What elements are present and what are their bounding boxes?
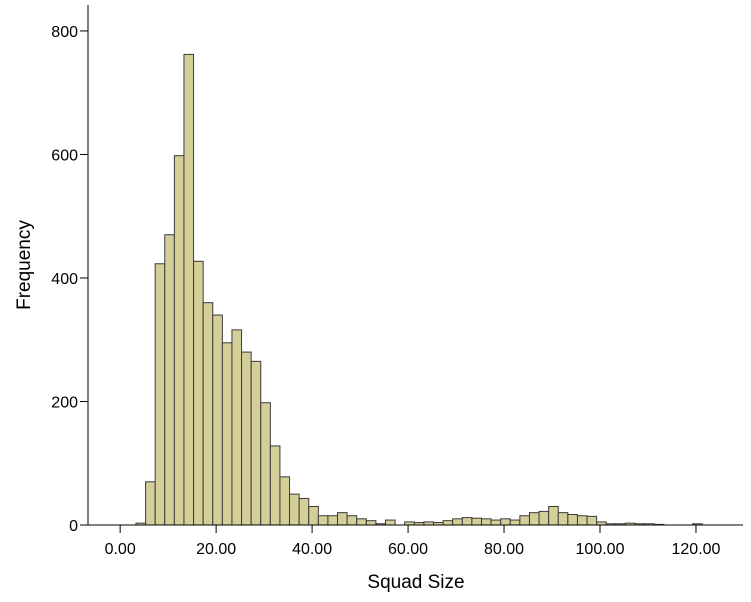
bar xyxy=(269,445,281,526)
x-tick-label: 60.00 xyxy=(388,541,428,558)
bar xyxy=(317,515,329,526)
bar xyxy=(557,512,569,526)
x-tick-label: 120.00 xyxy=(672,541,721,558)
bar xyxy=(365,520,377,526)
bar xyxy=(202,302,214,526)
x-tick-label: 80.00 xyxy=(484,541,524,558)
y-tick-label: 600 xyxy=(51,147,78,164)
bar xyxy=(461,517,473,526)
bar xyxy=(327,515,339,526)
bar xyxy=(154,263,166,526)
x-tick-label: 40.00 xyxy=(292,541,332,558)
bar xyxy=(452,518,463,526)
bar xyxy=(538,510,550,526)
bar xyxy=(567,514,578,526)
bar xyxy=(183,53,195,526)
bar xyxy=(356,518,367,526)
bar xyxy=(250,360,262,526)
bar xyxy=(346,515,358,526)
bar xyxy=(260,402,271,526)
x-axis-title: Squad Size xyxy=(367,572,464,593)
x-tick-label: 100.00 xyxy=(576,541,625,558)
bar xyxy=(500,518,511,526)
bar xyxy=(528,512,540,526)
bar xyxy=(145,481,156,526)
bar xyxy=(298,497,310,526)
bar xyxy=(490,519,502,526)
y-tick-label: 0 xyxy=(69,518,78,535)
bar xyxy=(241,351,252,526)
bar xyxy=(519,515,530,526)
bar xyxy=(212,314,223,526)
y-tick-label: 800 xyxy=(51,24,78,41)
bar xyxy=(480,518,492,526)
bar xyxy=(586,515,598,526)
bar xyxy=(193,260,204,526)
bar xyxy=(221,342,233,526)
bar xyxy=(279,476,291,526)
bar xyxy=(337,512,348,526)
bar xyxy=(576,515,588,526)
bar xyxy=(385,519,396,526)
bar xyxy=(471,517,482,526)
bar xyxy=(173,155,185,526)
y-axis-title: Frequency xyxy=(14,220,35,310)
x-tick-label: 0.00 xyxy=(105,541,136,558)
bar xyxy=(164,234,175,526)
x-tick-label: 20.00 xyxy=(196,541,236,558)
bar xyxy=(442,520,454,526)
y-tick-label: 400 xyxy=(51,271,78,288)
bar xyxy=(548,505,559,526)
y-tick-label: 200 xyxy=(51,394,78,411)
bar xyxy=(509,519,521,526)
bar xyxy=(289,493,300,526)
bar xyxy=(308,505,319,526)
bar xyxy=(231,329,243,526)
